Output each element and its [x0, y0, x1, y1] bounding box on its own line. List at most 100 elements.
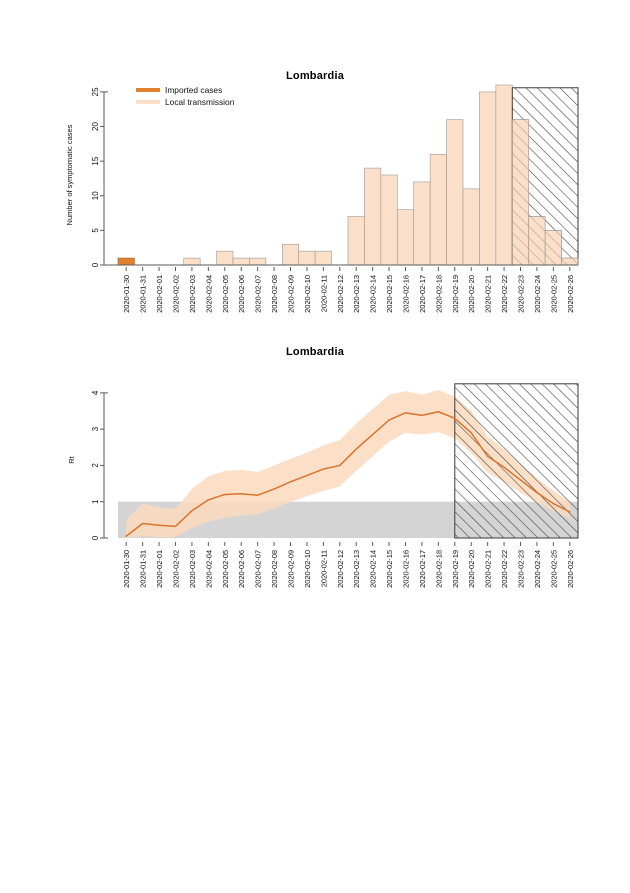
- bar-local: [396, 209, 415, 266]
- bar-local: [561, 257, 579, 266]
- x-tick-label: 2020-02-02: [172, 275, 181, 313]
- x-tick-label: 2020-02-21: [484, 550, 493, 588]
- x-tick-label: 2020-02-05: [221, 275, 230, 313]
- y-tick-label: 20: [91, 122, 100, 131]
- legend-label-local: Local transmission: [165, 97, 235, 107]
- x-tick-label: 2020-02-02: [172, 550, 181, 588]
- x-tick-label: 2020-02-20: [467, 550, 476, 588]
- x-tick-label: 2020-02-01: [155, 550, 164, 588]
- y-tick-label: 25: [91, 87, 100, 96]
- x-tick-label: 2020-02-14: [369, 275, 378, 313]
- y-tick-label: 2: [91, 463, 100, 468]
- bar-local: [544, 230, 562, 266]
- y-tick-label: 3: [91, 426, 100, 431]
- bar-local: [429, 153, 447, 266]
- x-tick-label: 2020-02-20: [467, 275, 476, 313]
- bar-imported: [117, 257, 135, 266]
- rt-projection-region: [454, 383, 579, 539]
- x-tick-label: 2020-02-14: [369, 550, 378, 588]
- x-tick-label: 2020-02-10: [303, 275, 312, 313]
- bar-local: [413, 181, 431, 266]
- y-tick-label: 0: [91, 262, 100, 267]
- x-tick-label: 2020-01-31: [139, 275, 148, 313]
- cases-chart-svg: 0 5 10 15 20 25 Number of symptomatic cases 202…: [65, 84, 579, 313]
- x-tick-label: 2020-02-08: [270, 550, 279, 588]
- x-tick-label: 2020-02-05: [221, 550, 230, 588]
- x-tick-label: 2020-02-18: [434, 550, 443, 588]
- bar-local: [249, 257, 267, 266]
- x-tick-label: 2020-02-03: [188, 550, 197, 588]
- cases-y-axis: [103, 91, 108, 266]
- bar-local: [446, 119, 464, 266]
- bar-local: [380, 174, 398, 266]
- bar-local: [281, 243, 300, 266]
- bar-local: [511, 119, 530, 266]
- x-tick-label: 2020-02-06: [237, 275, 246, 313]
- bar-local: [364, 167, 382, 266]
- x-tick-label: 2020-02-09: [287, 275, 296, 313]
- rt-y-axis-title: Rt: [67, 455, 76, 463]
- x-tick-label: 2020-02-17: [418, 550, 427, 588]
- y-tick-label: 0: [91, 535, 100, 540]
- bar-local: [479, 91, 497, 266]
- x-tick-label: 2020-02-13: [352, 550, 361, 588]
- y-tick-label: 4: [91, 390, 100, 395]
- x-tick-label: 2020-01-30: [122, 550, 131, 588]
- bar-local: [528, 216, 546, 266]
- panel-symptomatic-cases: Lombardia 0 5 10 15 20 25 Number of symptomati…: [0, 60, 630, 350]
- x-tick-label: 2020-02-07: [254, 550, 263, 588]
- x-tick-label: 2020-02-22: [500, 550, 509, 588]
- y-tick-label: 10: [91, 191, 100, 200]
- bar-local: [495, 84, 513, 266]
- x-tick-label: 2020-02-15: [385, 550, 394, 588]
- x-tick-label: 2020-02-25: [549, 550, 558, 588]
- y-tick-label: 15: [91, 156, 100, 165]
- cases-y-axis-title: Number of symptomatic cases: [65, 124, 74, 225]
- x-tick-label: 2020-02-24: [533, 275, 542, 313]
- rt-chart-svg: 0 1 2 3 4 Rt 2020-01-30 2020-01-31 2020-02-01 202…: [67, 383, 579, 588]
- bar-local: [462, 188, 480, 266]
- x-tick-label: 2020-02-21: [484, 275, 493, 313]
- bar-local: [232, 257, 250, 266]
- x-tick-label: 2020-02-13: [352, 275, 361, 313]
- x-tick-label: 2020-02-04: [204, 275, 213, 313]
- x-tick-label: 2020-02-04: [204, 550, 213, 588]
- x-tick-label: 2020-02-24: [533, 550, 542, 588]
- x-tick-label: 2020-02-15: [385, 275, 394, 313]
- x-tick-label: 2020-02-26: [566, 550, 575, 588]
- x-tick-label: 2020-02-06: [237, 550, 246, 588]
- x-tick-label: 2020-02-18: [434, 275, 443, 313]
- cases-panel-title: Lombardia: [285, 70, 345, 82]
- rt-line: [125, 410, 571, 537]
- x-tick-label: 2020-02-08: [270, 275, 279, 313]
- x-tick-label: 2020-01-30: [122, 275, 131, 313]
- legend-label-imported: Imported cases: [165, 85, 222, 95]
- rt-panel-title: Lombardia: [285, 346, 345, 358]
- x-tick-label: 2020-02-03: [188, 275, 197, 313]
- x-tick-label: 2020-02-07: [254, 275, 263, 313]
- x-tick-label: 2020-02-19: [451, 550, 460, 588]
- x-tick-label: 2020-02-09: [287, 550, 296, 588]
- bar-local: [347, 216, 365, 266]
- x-tick-label: 2020-02-16: [402, 550, 411, 588]
- x-tick-label: 2020-02-11: [319, 275, 328, 312]
- panel-rt: Lombardia 0 1 2 3 4 Rt 2020-01-30 2020-01-31 202…: [0, 340, 630, 630]
- x-tick-label: 2020-02-23: [517, 275, 526, 313]
- x-tick-label: 2020-02-16: [402, 275, 411, 313]
- bar-local: [183, 257, 201, 266]
- x-tick-label: 2020-02-12: [336, 550, 345, 588]
- x-tick-label: 2020-02-19: [451, 275, 460, 313]
- bar-local: [216, 250, 234, 266]
- bar-local: [298, 250, 316, 266]
- x-tick-label: 2020-01-31: [139, 550, 148, 588]
- y-tick-label: 5: [91, 228, 100, 233]
- bar-local: [314, 250, 332, 266]
- y-tick-label: 1: [91, 499, 100, 504]
- x-tick-label: 2020-02-17: [418, 275, 427, 313]
- rt-y-axis: [103, 392, 108, 539]
- x-tick-label: 2020-02-25: [549, 275, 558, 313]
- x-tick-label: 2020-02-11: [319, 550, 328, 587]
- x-tick-label: 2020-02-10: [303, 550, 312, 588]
- x-tick-label: 2020-02-23: [517, 550, 526, 588]
